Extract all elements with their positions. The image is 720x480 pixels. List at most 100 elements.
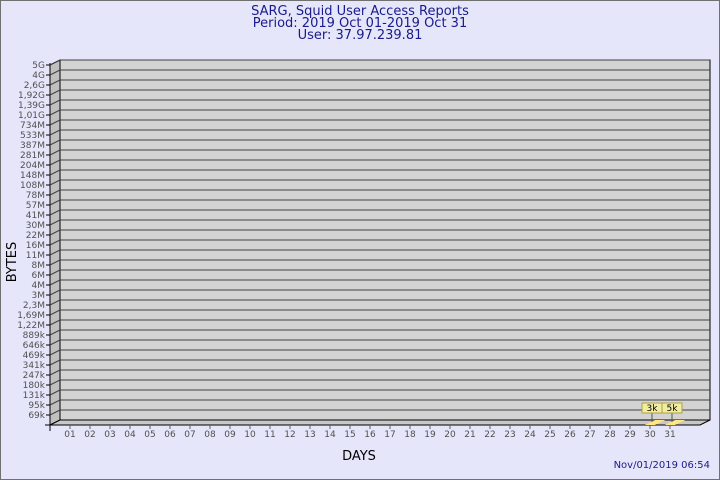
- x-tick-label: 14: [324, 430, 336, 440]
- y-tick-label: 889k: [23, 331, 46, 341]
- y-tick-label: 734M: [20, 121, 45, 131]
- gridline-slant: [49, 379, 61, 386]
- gridline-slant: [49, 339, 61, 346]
- gridline-slant: [49, 179, 61, 186]
- x-tick-label: 23: [504, 430, 515, 440]
- gridline-slant: [49, 239, 61, 246]
- gridline-slant: [49, 139, 61, 146]
- y-tick-label: 108M: [20, 181, 45, 191]
- floor: [49, 419, 711, 426]
- data-label-box: [661, 402, 683, 414]
- y-tick-label: 387M: [20, 141, 45, 151]
- y-tick-label: 1,69M: [17, 311, 45, 321]
- y-tick-label: 4M: [32, 281, 46, 291]
- y-tick-label: 4G: [32, 71, 45, 81]
- gridline-slant: [49, 79, 61, 86]
- x-tick-label: 09: [224, 430, 236, 440]
- generated-timestamp: Nov/01/2019 06:54: [613, 460, 710, 471]
- x-tick-label: 02: [84, 430, 95, 440]
- gridline-slant: [49, 109, 61, 116]
- data-label: 3k: [647, 404, 659, 414]
- gridline-slant: [49, 299, 61, 306]
- y-tick-label: 131k: [23, 391, 46, 401]
- y-tick-label: 3M: [32, 291, 46, 301]
- x-tick-label: 31: [664, 430, 675, 440]
- y-axis-title: BYTES: [5, 242, 20, 283]
- x-tick-label: 22: [484, 430, 495, 440]
- x-tick-label: 21: [464, 430, 475, 440]
- x-tick-label: 06: [164, 430, 176, 440]
- y-tick-label: 204M: [20, 161, 45, 171]
- x-tick-label: 18: [404, 430, 416, 440]
- data-label: 5k: [667, 404, 679, 414]
- y-tick-label: 180k: [23, 381, 46, 391]
- y-tick-label: 1,22M: [17, 321, 45, 331]
- x-tick-label: 07: [184, 430, 195, 440]
- x-tick-label: 25: [544, 430, 555, 440]
- x-tick-label: 27: [584, 430, 595, 440]
- y-tick-label: 5G: [32, 61, 45, 71]
- y-tick-label: 11M: [26, 251, 45, 261]
- report-period: Period: 2019 Oct 01-2019 Oct 31: [252, 16, 468, 31]
- y-tick-label: 57M: [26, 201, 45, 211]
- gridline-slant: [49, 389, 61, 396]
- x-tick-label: 11: [264, 430, 275, 440]
- gridline-slant: [49, 219, 61, 226]
- report-title: SARG, Squid User Access Reports: [251, 4, 469, 19]
- gridline-slant: [49, 249, 61, 256]
- y-tick-label: 6M: [32, 271, 46, 281]
- x-tick-label: 29: [624, 430, 636, 440]
- x-tick-label: 17: [384, 430, 395, 440]
- x-tick-label: 24: [524, 430, 536, 440]
- y-tick-label: 469k: [23, 351, 46, 361]
- y-tick-label: 646k: [23, 341, 46, 351]
- gridline-slant: [49, 169, 61, 176]
- gridline-slant: [49, 329, 61, 336]
- gridline-slant: [49, 189, 61, 196]
- y-tick-label: 8M: [32, 261, 46, 271]
- y-tick-label: 247k: [23, 371, 46, 381]
- bar-day-31: [665, 420, 685, 425]
- x-tick-label: 19: [424, 430, 436, 440]
- y-tick-label: 533M: [20, 131, 45, 141]
- y-tick-label: 2,3M: [23, 301, 45, 311]
- gridline-slant: [49, 149, 61, 156]
- x-tick-label: 13: [304, 430, 315, 440]
- x-tick-label: 15: [344, 430, 355, 440]
- gridline-slant: [49, 289, 61, 296]
- x-tick-label: 28: [604, 430, 616, 440]
- y-tick-label: 69k: [28, 411, 45, 421]
- x-tick-label: 05: [144, 430, 155, 440]
- gridline-slant: [49, 309, 61, 316]
- gridline-slant: [49, 319, 61, 326]
- gridline-slant: [49, 89, 61, 96]
- gridline-slant: [49, 159, 61, 166]
- y-tick-label: 30M: [26, 221, 45, 231]
- gridline-slant: [49, 259, 61, 266]
- x-tick-label: 10: [244, 430, 256, 440]
- gridline-slant: [49, 69, 61, 76]
- y-tick-label: 1,92G: [18, 91, 45, 101]
- report-user: User: 37.97.239.81: [297, 28, 423, 43]
- x-tick-label: 03: [104, 430, 115, 440]
- gridline-slant: [49, 279, 61, 286]
- gridline-slant: [49, 99, 61, 106]
- gridline-slant: [49, 369, 61, 376]
- gridline-slant: [49, 349, 61, 356]
- x-tick-label: 20: [444, 430, 456, 440]
- y-tick-label: 2,6G: [24, 81, 45, 91]
- gridline-slant: [49, 59, 61, 66]
- y-tick-label: 281M: [20, 151, 45, 161]
- y-tick-label: 1,01G: [18, 111, 45, 121]
- x-tick-label: 30: [644, 430, 656, 440]
- x-axis-title: DAYS: [342, 449, 376, 464]
- gridline-slant: [49, 359, 61, 366]
- gridline-slant: [49, 409, 61, 416]
- gridline-slant: [49, 119, 61, 126]
- x-tick-label: 04: [124, 430, 136, 440]
- gridline-slant: [49, 209, 61, 216]
- bar-day-30: [645, 420, 665, 425]
- x-tick-label: 16: [364, 430, 376, 440]
- gridline-slant: [49, 129, 61, 136]
